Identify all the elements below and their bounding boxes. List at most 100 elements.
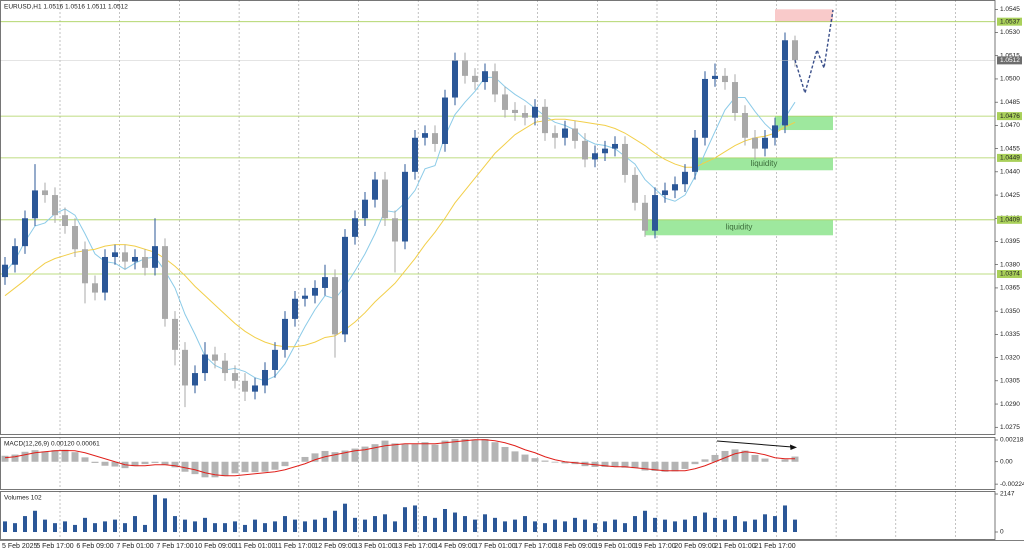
volume-bar — [583, 519, 587, 533]
volume-bar — [563, 521, 567, 533]
y-tick-label: 1.0500 — [1000, 76, 1020, 83]
x-tick-label: 7 Feb 17:00 — [156, 543, 193, 550]
candle-body — [712, 75, 718, 79]
y-tick-label: 1.0455 — [1000, 145, 1020, 152]
macd-bar — [131, 461, 139, 467]
volume-bar — [3, 521, 7, 533]
macd-bar — [611, 461, 619, 467]
volume-bar — [263, 523, 267, 533]
candle-body — [252, 385, 258, 392]
divergence-arrow — [716, 440, 793, 448]
zone — [775, 9, 833, 22]
x-tick-label: 12 Feb 09:00 — [314, 543, 355, 550]
macd-bar — [551, 461, 559, 463]
volume-bar — [243, 524, 247, 533]
volume-bar — [723, 519, 727, 533]
volume-bar — [333, 510, 337, 533]
volume-bar — [93, 523, 97, 533]
candle-body — [142, 256, 148, 268]
candle-body — [622, 143, 628, 175]
candle-body — [162, 246, 168, 319]
volume-bar — [283, 516, 287, 533]
volume-bar — [773, 516, 777, 533]
macd-bar — [51, 450, 59, 462]
candle-body — [642, 202, 648, 231]
candle-body — [472, 75, 478, 83]
candle-body — [222, 360, 228, 374]
volume-bar — [543, 523, 547, 533]
level-tag-label: 1.0476 — [1000, 113, 1020, 120]
candle-body — [292, 298, 298, 319]
volume-bar — [83, 517, 87, 533]
level-tag — [997, 270, 1022, 279]
x-tick-label: 10 Feb 09:00 — [194, 543, 235, 550]
y-tick-label: 0.00 — [1000, 458, 1013, 465]
candle-body — [2, 264, 8, 278]
zone — [695, 157, 833, 171]
volume-bar — [643, 510, 647, 533]
macd-bar — [401, 444, 409, 462]
macd-bar — [71, 452, 79, 462]
macd-bar — [601, 461, 609, 467]
macd-bar — [241, 461, 249, 473]
candle-body — [392, 218, 398, 242]
candle-body — [592, 153, 598, 160]
volume-bar — [293, 519, 297, 533]
volume-bar — [713, 517, 717, 533]
macd-bar — [261, 461, 269, 472]
macd-bar — [331, 452, 339, 462]
volume-bar — [13, 523, 17, 533]
candle-body — [92, 283, 98, 293]
volume-bar — [143, 524, 147, 533]
macd-bar — [281, 461, 289, 467]
macd-bar — [11, 454, 19, 462]
volume-bar — [483, 514, 487, 533]
volume-bar — [313, 519, 317, 533]
y-tick-label: 1.0545 — [1000, 6, 1020, 13]
macd-bar — [141, 461, 149, 465]
volume-bar — [53, 523, 57, 533]
macd-bar — [361, 446, 369, 462]
y-tick-label: 1.0425 — [1000, 192, 1020, 199]
level-tag — [997, 215, 1022, 224]
volume-bar — [233, 521, 237, 533]
candle-body — [42, 190, 48, 196]
signal-line — [4, 439, 795, 477]
volume-bar — [703, 512, 707, 533]
y-tick-label: -0.00224 — [1000, 481, 1024, 488]
x-tick-label: 17 Feb 17:00 — [514, 543, 555, 550]
macd-bar — [701, 459, 709, 462]
x-tick-label: 19 Feb 17:00 — [634, 543, 675, 550]
candle-body — [412, 137, 418, 172]
macd-bar — [661, 461, 669, 472]
candle-body — [442, 97, 448, 144]
candle-body — [422, 133, 428, 138]
candle-body — [522, 113, 528, 118]
macd-bar — [81, 457, 89, 462]
macd-bar — [671, 461, 679, 472]
candle-body — [202, 354, 208, 374]
last-price-label: 1.0512 — [1000, 57, 1020, 64]
moving-average — [4, 118, 796, 348]
macd-bar — [761, 458, 769, 462]
volume-bar — [593, 523, 597, 533]
macd-bar — [621, 461, 629, 468]
macd-bar — [31, 450, 39, 462]
volume-bar — [423, 516, 427, 533]
macd-bar — [481, 438, 489, 462]
level-tag-label: 1.0409 — [1000, 217, 1020, 224]
candle-body — [602, 148, 608, 154]
y-tick-label: 1.0305 — [1000, 378, 1020, 385]
volume-bar — [493, 517, 497, 533]
candle-body — [212, 354, 218, 361]
candle-body — [532, 106, 538, 118]
macd-bar — [311, 453, 319, 462]
y-tick-label: 2147 — [1000, 491, 1015, 498]
volume-bar — [403, 507, 407, 533]
volume-bar — [413, 505, 417, 533]
volume-bar — [673, 521, 677, 533]
volume-bar — [303, 521, 307, 533]
candle-body — [792, 40, 798, 61]
